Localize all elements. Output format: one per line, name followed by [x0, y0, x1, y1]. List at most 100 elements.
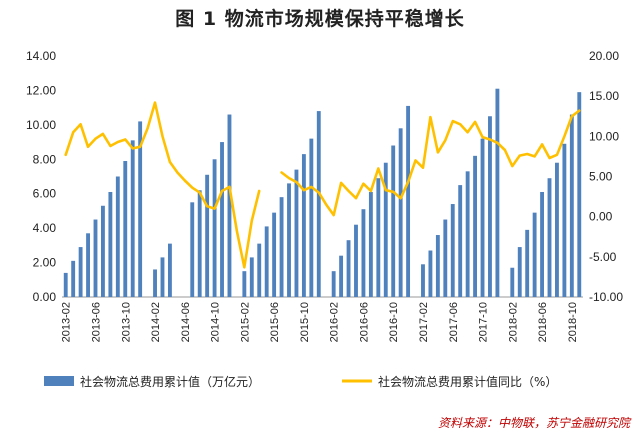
bar	[294, 169, 299, 297]
bar	[101, 205, 105, 297]
series-line-segment	[280, 109, 581, 217]
bar	[167, 243, 172, 297]
bar	[93, 219, 98, 297]
y-right-tick-label: -5.00	[589, 250, 617, 264]
bar	[473, 155, 478, 297]
bar	[115, 176, 120, 297]
bar	[190, 202, 195, 297]
x-tick-label: 2016-06	[358, 302, 370, 342]
bar	[391, 145, 396, 297]
bar	[78, 247, 83, 297]
y-left-tick-label: 2.00	[33, 256, 57, 270]
bar	[577, 92, 582, 298]
bar	[569, 114, 574, 298]
bar	[301, 154, 306, 297]
bar	[510, 267, 515, 297]
bar	[138, 121, 143, 298]
bar-series-group	[63, 88, 582, 298]
bar	[197, 190, 202, 297]
bar	[547, 178, 552, 297]
bar	[212, 159, 217, 297]
bar	[220, 142, 224, 297]
bar	[488, 116, 492, 297]
bar	[480, 138, 485, 297]
source-note: 资料来源：中物联，苏宁金融研究院	[437, 416, 630, 430]
x-tick-label: 2013-02	[61, 302, 73, 342]
bar	[383, 162, 388, 297]
bar	[309, 138, 314, 297]
bar	[398, 128, 403, 297]
bar	[435, 235, 440, 297]
legend-bar-label: 社会物流总费用累计值（万亿元）	[80, 374, 260, 389]
x-tick-label: 2017-02	[418, 302, 430, 342]
y-right-tick-label: 5.00	[589, 170, 613, 184]
bar	[525, 229, 530, 297]
bar	[249, 257, 254, 297]
x-tick-label: 2016-10	[388, 302, 400, 342]
x-tick-label: 2014-10	[210, 302, 222, 342]
x-tick-label: 2016-02	[329, 302, 341, 342]
bar	[495, 88, 500, 297]
series-line-segment	[64, 101, 261, 269]
bar	[368, 191, 373, 297]
bar	[331, 271, 336, 297]
bar	[160, 257, 165, 297]
bar	[279, 197, 284, 297]
y-right-tick-label: 20.00	[589, 49, 619, 63]
legend-bar-swatch	[44, 376, 74, 386]
bar	[339, 255, 344, 297]
x-tick-label: 2018-06	[537, 302, 549, 342]
bar	[376, 178, 381, 297]
axes-group: 0.00 2.00 4.00 6.00 8.00 10.00 12.00 14.00 -10.0…	[26, 49, 623, 342]
x-tick-label: 2018-10	[567, 302, 579, 342]
y-left-tick-label: 8.00	[33, 152, 57, 166]
x-tick-label: 2018-02	[507, 302, 519, 342]
y-left-tick-label: 0.00	[33, 290, 57, 304]
y-right-tick-label: -10.00	[589, 290, 623, 304]
bar	[406, 105, 411, 298]
y-left-tick-label: 14.00	[26, 49, 56, 63]
bar	[465, 171, 470, 297]
bar	[63, 272, 68, 297]
x-tick-label: 2015-02	[239, 302, 251, 342]
x-tick-label: 2017-06	[448, 302, 460, 342]
bar	[316, 111, 321, 297]
bar	[108, 191, 113, 297]
bar	[458, 185, 463, 297]
bar	[71, 260, 76, 297]
bar	[354, 224, 358, 297]
legend-group: 社会物流总费用累计值（万亿元） 社会物流总费用累计值同比（%）	[44, 374, 557, 389]
bar	[428, 250, 433, 297]
y-left-tick-label: 4.00	[33, 221, 57, 235]
bar	[264, 226, 269, 297]
y-right-tick-label: 15.00	[589, 89, 619, 103]
bar	[361, 209, 366, 297]
bar	[450, 204, 455, 297]
x-tick-label: 2014-06	[180, 302, 192, 342]
x-tick-label: 2017-10	[478, 302, 490, 342]
bar	[562, 143, 567, 297]
bar	[540, 191, 544, 297]
y-right-tick-label: 10.00	[589, 129, 619, 143]
bar	[153, 269, 157, 297]
line-series-group	[64, 101, 581, 269]
bar	[227, 114, 232, 298]
bar	[443, 219, 448, 297]
x-tick-label: 2014-02	[150, 302, 162, 342]
bar	[272, 212, 277, 297]
y-left-tick-label: 6.00	[33, 187, 57, 201]
x-tick-label: 2015-06	[269, 302, 281, 342]
bar	[346, 240, 351, 297]
x-tick-label: 2013-10	[120, 302, 132, 342]
legend-line-label: 社会物流总费用累计值同比（%）	[378, 374, 557, 389]
bar	[205, 174, 210, 297]
bar	[555, 162, 559, 297]
bar	[242, 271, 247, 297]
y-left-tick-label: 10.00	[26, 118, 56, 132]
x-tick-label: 2015-10	[299, 302, 311, 342]
bar	[130, 140, 135, 297]
bar	[532, 212, 537, 297]
x-tick-label: 2013-06	[90, 302, 102, 342]
bar	[86, 233, 90, 297]
